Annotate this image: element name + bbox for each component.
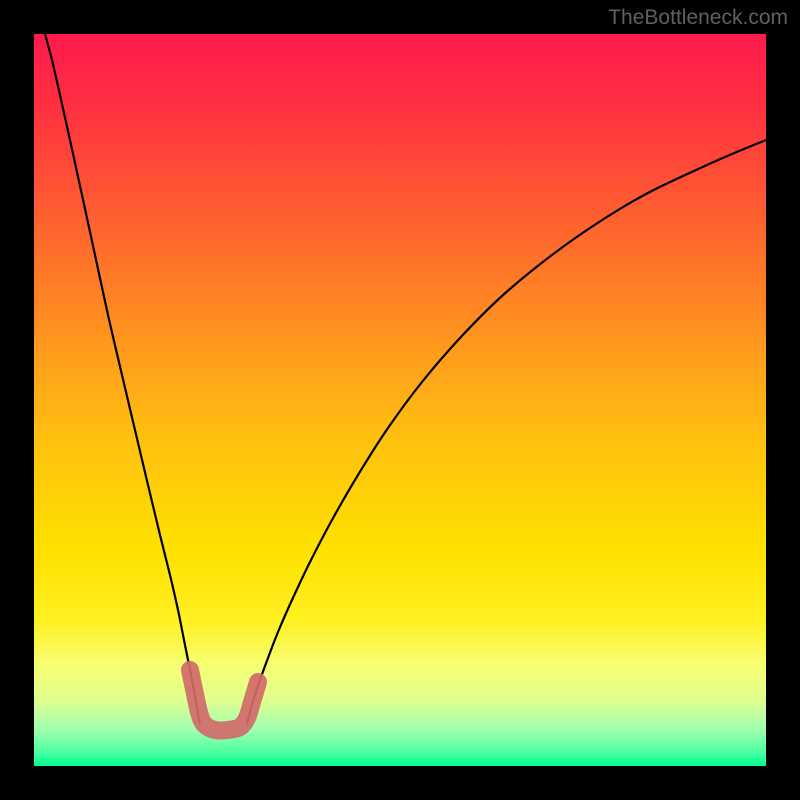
bottleneck-chart bbox=[0, 0, 800, 800]
watermark-text: TheBottleneck.com bbox=[608, 6, 788, 30]
plot-gradient bbox=[34, 34, 766, 766]
chart-container: TheBottleneck.com bbox=[0, 0, 800, 800]
